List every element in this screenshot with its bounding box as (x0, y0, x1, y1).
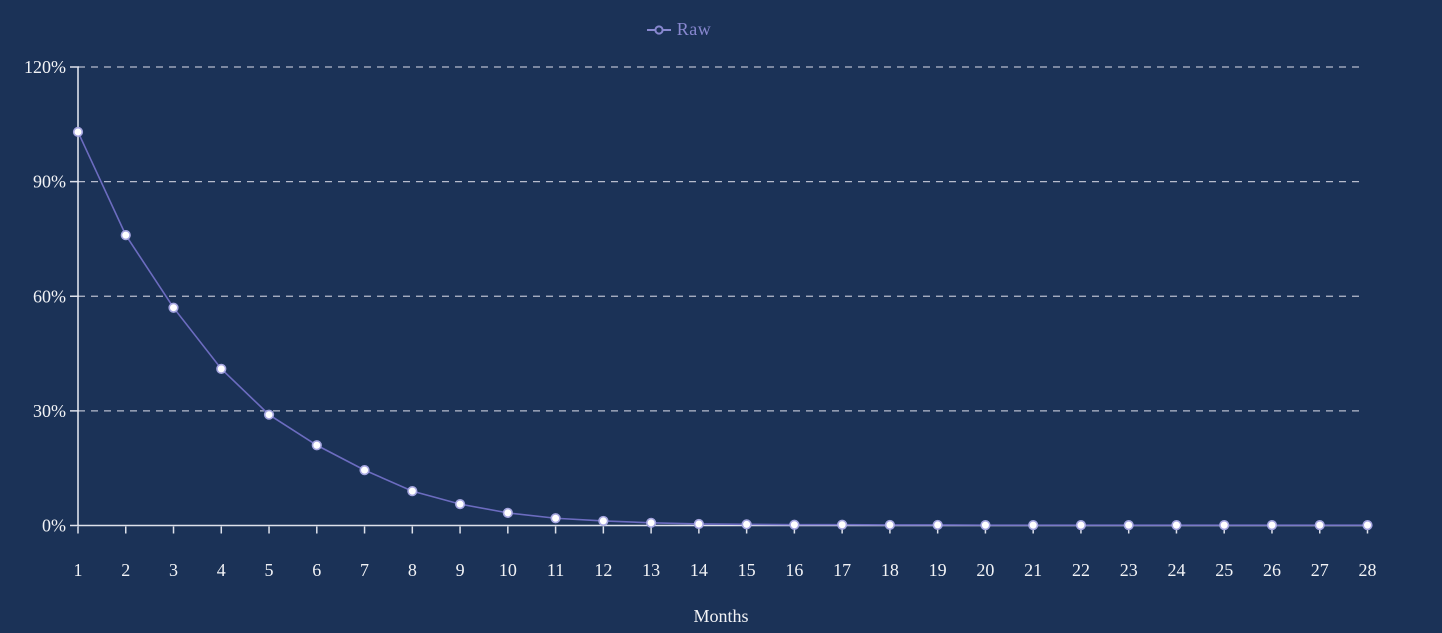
data-point[interactable] (1123, 520, 1134, 531)
data-point[interactable] (1028, 520, 1039, 531)
x-tick-label: 1 (74, 560, 83, 580)
data-point[interactable] (1266, 520, 1278, 531)
data-point[interactable] (359, 464, 370, 476)
data-point[interactable] (789, 519, 800, 530)
x-tick-label: 4 (217, 560, 226, 580)
x-tick-label: 18 (881, 560, 899, 580)
y-tick-label: 30% (33, 401, 66, 421)
legend-marker-icon (646, 24, 671, 35)
legend-label: Raw (676, 19, 712, 39)
y-tick-label: 60% (33, 286, 66, 306)
x-tick-label: 13 (642, 560, 660, 580)
data-point[interactable] (120, 230, 131, 241)
x-tick-label: 12 (594, 560, 612, 580)
x-tick-label: 8 (408, 560, 417, 580)
data-point[interactable] (216, 363, 227, 374)
y-tick-label: 0% (42, 516, 66, 536)
data-point[interactable] (1219, 520, 1230, 531)
y-tick-label: 120% (24, 57, 66, 77)
data-point[interactable] (1171, 520, 1182, 531)
data-point[interactable] (311, 440, 322, 451)
data-point[interactable] (454, 499, 466, 510)
x-tick-label: 11 (547, 560, 564, 580)
x-tick-label: 22 (1072, 560, 1090, 580)
x-tick-label: 19 (929, 560, 947, 580)
data-point[interactable] (837, 519, 848, 530)
x-tick-label: 27 (1311, 560, 1329, 580)
series-line-raw (77, 131, 1368, 526)
data-point[interactable] (646, 517, 657, 528)
x-tick-label: 3 (169, 560, 178, 580)
data-point[interactable] (741, 519, 752, 530)
x-tick-label: 26 (1263, 560, 1281, 580)
data-point[interactable] (168, 302, 179, 313)
data-point[interactable] (263, 409, 275, 420)
data-point[interactable] (932, 519, 943, 531)
data-point[interactable] (1362, 520, 1373, 531)
x-tick-label: 21 (1024, 560, 1042, 580)
data-point[interactable] (72, 126, 84, 138)
data-point[interactable] (980, 520, 991, 531)
x-axis-title: Months (693, 606, 749, 626)
data-point[interactable] (693, 518, 704, 530)
legend-item-raw[interactable]: Raw (0, 19, 1400, 40)
x-tick-label: 16 (785, 560, 803, 580)
y-tick-label: 90% (33, 172, 66, 192)
data-point[interactable] (407, 486, 418, 497)
x-tick-label: 2 (121, 560, 130, 580)
x-tick-label: 28 (1359, 560, 1377, 580)
data-point[interactable] (502, 507, 513, 518)
x-tick-label: 15 (738, 560, 756, 580)
data-point[interactable] (1075, 520, 1087, 531)
x-tick-label: 10 (499, 560, 517, 580)
x-tick-label: 24 (1167, 560, 1185, 580)
x-tick-label: 20 (976, 560, 994, 580)
x-tick-label: 25 (1215, 560, 1233, 580)
data-point[interactable] (1314, 520, 1325, 531)
x-tick-label: 9 (456, 560, 465, 580)
x-tick-label: 7 (360, 560, 369, 580)
x-tick-label: 17 (833, 560, 851, 580)
x-tick-label: 14 (690, 560, 708, 580)
x-tick-label: 23 (1120, 560, 1138, 580)
data-point[interactable] (884, 519, 896, 531)
x-tick-label: 6 (312, 560, 321, 580)
x-tick-label: 5 (265, 560, 274, 580)
data-point[interactable] (598, 515, 609, 527)
data-point[interactable] (550, 513, 561, 524)
